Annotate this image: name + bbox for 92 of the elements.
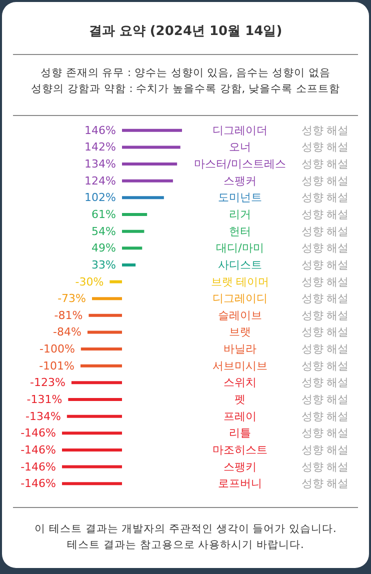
data-label: -84% [53,326,82,339]
y-tick-label: 마조히스트 [212,443,268,456]
bar [122,246,142,250]
data-label: -146% [20,460,56,474]
bar [122,128,182,132]
text: 성향 해설 [301,140,349,154]
y-tick-label: 리거 [229,208,251,221]
bar [66,414,122,418]
bar [87,330,122,334]
y-tick-label: 슬레이브 [218,308,262,322]
text: 성향 해설 [301,477,349,490]
data-label: -131% [26,393,62,406]
y-tick-label: 마스터/미스트레스 [194,158,286,171]
y-tick-label: 리틀 [229,426,251,440]
bar [80,364,122,368]
y-tick-label: 스위치 [224,376,256,390]
y-tick-label: 서브미시브 [212,359,268,372]
text: 성향 해설 [301,292,349,306]
y-tick-label: 대디/마미 [216,242,264,255]
text: 성향 해설 [301,258,349,272]
text: 성향 해설 [301,326,349,339]
bar [62,482,122,486]
text: 성향 해설 [301,443,349,456]
bar [62,432,122,435]
bar [110,280,122,284]
bar [122,146,180,149]
text: 테스트 결과는 참고용으로 사용하시기 바랍니다. [66,538,305,553]
data-label: -81% [54,308,83,322]
data-label: -146% [20,426,56,440]
text: 성향 해설 [301,191,349,204]
y-tick-label: 브랫 [229,326,251,339]
y-tick-label: 도미넌트 [218,191,262,204]
y-tick-label: 헌터 [229,224,251,238]
data-label: 33% [92,258,116,272]
bar [92,297,122,300]
bar [122,179,173,182]
data-label: 102% [84,191,116,204]
data-label: 134% [84,158,116,171]
y-tick-label: 스팽커 [224,174,256,188]
data-label: -146% [20,443,56,456]
text: 성향 해설 [301,460,349,474]
bar [122,230,144,233]
bar [71,381,122,384]
chart-title: 결과 요약 (2024년 10월 14일) [88,23,284,40]
data-label: 124% [84,174,116,188]
text: 성향 해설 [301,426,349,440]
text: 성향 해설 [301,410,349,423]
data-label: 54% [92,224,116,238]
data-label: 146% [84,124,116,137]
data-label: -123% [30,376,66,390]
y-tick-label: 프레이 [224,410,256,423]
text: 성향 해설 [301,158,349,171]
text: 성향 해설 [301,124,349,137]
y-tick-label: 펫 [234,393,246,406]
data-label: -30% [75,275,104,288]
bar [80,348,122,351]
data-label: -101% [39,359,74,372]
data-label: 49% [92,242,116,255]
text: 성향 해설 [301,376,349,390]
y-tick-label: 브랫 테이머 [210,275,270,288]
data-label: -73% [58,292,86,306]
y-tick-label: 디그레이더 [212,124,268,137]
bar [62,448,122,452]
bar [62,465,122,468]
text: 성향 해설 [301,342,349,356]
bar [122,162,178,166]
text: 성향 해설 [301,359,349,372]
text: 성향 해설 [301,174,349,188]
bar [122,263,136,266]
data-label: 61% [92,208,116,221]
text: 성향 해설 [301,275,349,288]
y-tick-label: 스팽키 [224,460,256,474]
text: 성향 해설 [301,224,349,238]
y-tick-label: 바닐라 [224,342,256,356]
text: 성향 해설 [301,393,349,406]
chart-subtitle: 성향 존재의 유무 : 양수는 성향이 있음, 음수는 성향이 없음 성향의 강함과 약함 : 수치가 높을수록 강함, 낮을수록 소프트함 [30,66,341,97]
text: 성향 해설 [301,308,349,322]
data-label: -100% [39,342,75,356]
y-tick-label: 사디스트 [218,258,262,272]
y-tick-label: 오너 [229,140,251,154]
bar [122,196,164,200]
bar [88,314,122,317]
data-label: -146% [20,477,56,490]
y-tick-label: 디그레이디 [212,292,268,306]
bar [68,398,122,401]
bar [122,213,148,216]
text: 성향 해설 [301,208,349,221]
data-label: 142% [84,140,116,154]
y-tick-label: 로프버니 [218,477,262,490]
text: 성향 해설 [301,242,349,255]
text: 이 테스트 결과는 개발자의 주관적인 생각이 들어가 있습니다. [34,522,338,537]
data-label: -134% [26,410,61,423]
